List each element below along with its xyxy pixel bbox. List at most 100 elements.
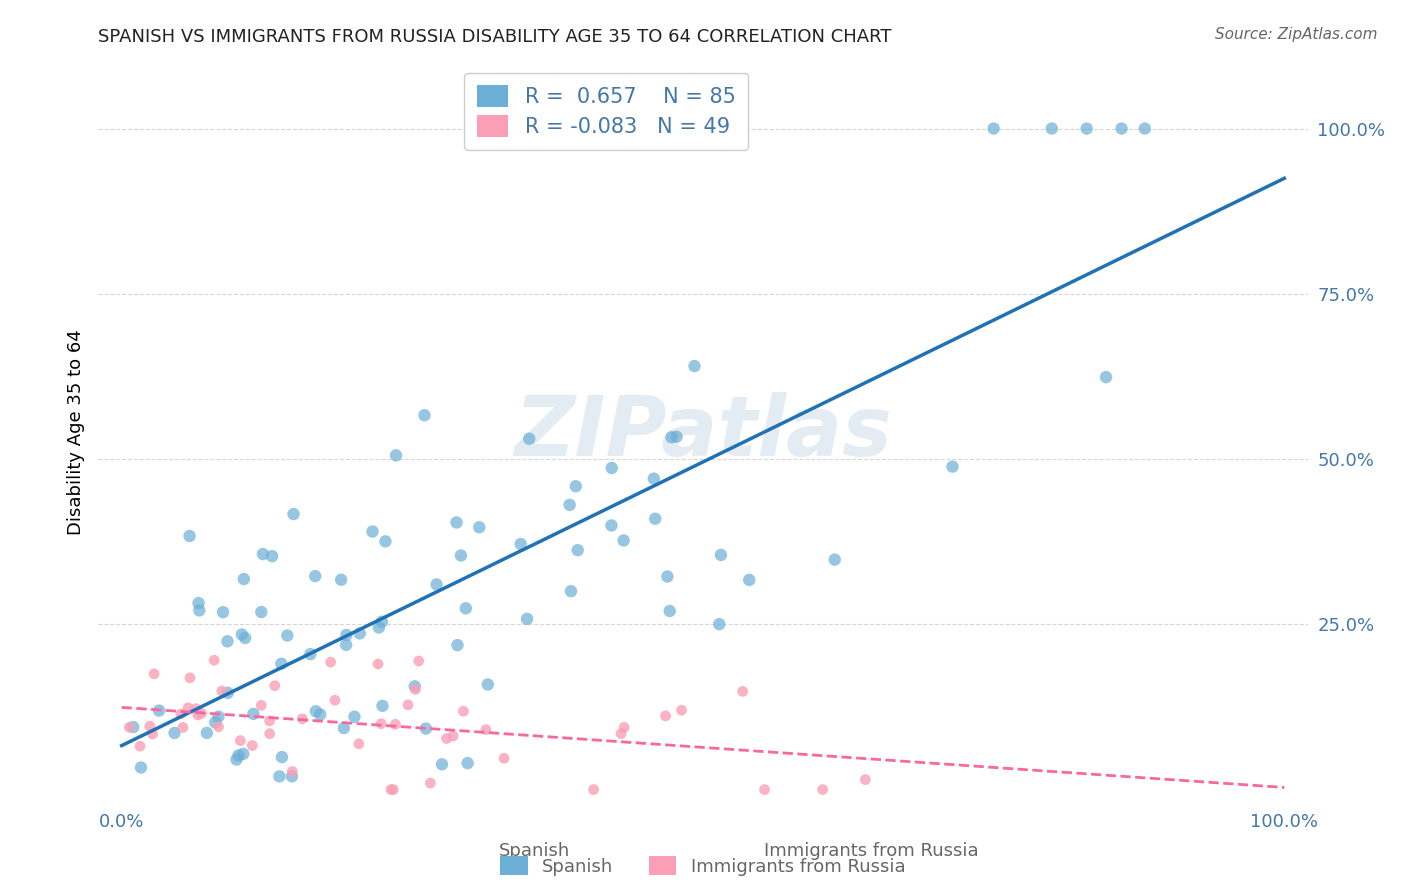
Spanish bbox=[567, 543, 589, 558]
Spanish bbox=[129, 760, 152, 774]
Immigrants from Russia bbox=[853, 772, 876, 787]
Spanish bbox=[122, 720, 145, 734]
Spanish bbox=[374, 534, 396, 549]
Spanish bbox=[665, 430, 688, 444]
Spanish bbox=[276, 628, 298, 642]
Immigrants from Russia bbox=[281, 764, 304, 779]
Immigrants from Russia bbox=[396, 698, 419, 712]
Spanish bbox=[281, 769, 304, 783]
Immigrants from Russia bbox=[211, 684, 233, 698]
Immigrants from Russia bbox=[754, 782, 776, 797]
Immigrants from Russia bbox=[187, 708, 209, 723]
Spanish bbox=[343, 710, 366, 724]
Immigrants from Russia bbox=[382, 782, 405, 797]
Immigrants from Russia bbox=[142, 727, 165, 741]
Spanish bbox=[738, 573, 761, 587]
Immigrants from Russia bbox=[384, 717, 406, 731]
Spanish bbox=[179, 529, 201, 543]
Immigrants from Russia bbox=[179, 671, 201, 685]
Spanish bbox=[271, 750, 294, 764]
Immigrants from Russia bbox=[731, 684, 754, 698]
Spanish bbox=[217, 634, 239, 648]
Spanish bbox=[643, 472, 665, 486]
Spanish bbox=[509, 537, 531, 551]
Spanish bbox=[262, 549, 284, 563]
Spanish bbox=[225, 752, 247, 766]
Y-axis label: Disability Age 35 to 64: Disability Age 35 to 64 bbox=[66, 330, 84, 535]
Spanish bbox=[232, 747, 254, 761]
Spanish bbox=[683, 359, 706, 373]
Spanish bbox=[454, 601, 477, 615]
Spanish bbox=[385, 448, 408, 462]
Spanish bbox=[450, 549, 472, 563]
Immigrants from Russia bbox=[202, 653, 225, 667]
Spanish bbox=[367, 621, 389, 635]
Spanish bbox=[446, 638, 468, 652]
Immigrants from Russia bbox=[229, 733, 252, 747]
Spanish bbox=[824, 552, 846, 566]
Spanish bbox=[204, 715, 226, 730]
Spanish bbox=[517, 432, 540, 446]
Spanish bbox=[335, 638, 357, 652]
Spanish bbox=[558, 498, 581, 512]
Spanish bbox=[252, 547, 274, 561]
Immigrants from Russia bbox=[143, 666, 166, 681]
Text: Immigrants from Russia: Immigrants from Russia bbox=[765, 842, 979, 860]
Spanish bbox=[413, 408, 436, 422]
Spanish bbox=[232, 572, 254, 586]
Spanish bbox=[242, 706, 264, 721]
Immigrants from Russia bbox=[263, 679, 285, 693]
Spanish bbox=[415, 722, 437, 736]
Immigrants from Russia bbox=[250, 698, 273, 713]
Immigrants from Russia bbox=[319, 655, 342, 669]
Immigrants from Russia bbox=[184, 701, 207, 715]
Immigrants from Russia bbox=[291, 712, 314, 726]
Spanish bbox=[426, 577, 449, 591]
Spanish bbox=[613, 533, 636, 548]
Immigrants from Russia bbox=[370, 716, 392, 731]
Spanish bbox=[187, 596, 209, 610]
Spanish bbox=[349, 626, 371, 640]
Spanish bbox=[600, 518, 623, 533]
Immigrants from Russia bbox=[494, 751, 516, 765]
Immigrants from Russia bbox=[404, 682, 426, 697]
Immigrants from Russia bbox=[190, 706, 212, 721]
Spanish bbox=[148, 704, 170, 718]
Immigrants from Russia bbox=[172, 721, 194, 735]
Spanish bbox=[657, 569, 679, 583]
Spanish bbox=[565, 479, 588, 493]
Immigrants from Russia bbox=[582, 782, 605, 797]
Spanish bbox=[231, 627, 253, 641]
Spanish bbox=[250, 605, 273, 619]
Immigrants from Russia bbox=[654, 709, 676, 723]
Spanish bbox=[330, 573, 353, 587]
Spanish bbox=[661, 430, 683, 444]
Immigrants from Russia bbox=[380, 782, 402, 797]
Spanish bbox=[600, 461, 623, 475]
Immigrants from Russia bbox=[436, 731, 458, 746]
Spanish bbox=[709, 617, 731, 632]
Spanish bbox=[710, 548, 733, 562]
Spanish bbox=[163, 726, 186, 740]
Spanish bbox=[217, 686, 239, 700]
Immigrants from Russia bbox=[177, 700, 200, 714]
Text: Spanish: Spanish bbox=[499, 842, 569, 860]
Spanish bbox=[658, 604, 681, 618]
Spanish bbox=[195, 726, 218, 740]
Spanish bbox=[299, 647, 322, 661]
Immigrants from Russia bbox=[347, 737, 370, 751]
Spanish bbox=[361, 524, 384, 539]
Spanish bbox=[335, 628, 357, 642]
Spanish bbox=[188, 603, 211, 617]
Immigrants from Russia bbox=[259, 727, 281, 741]
Immigrants from Russia bbox=[240, 739, 263, 753]
Immigrants from Russia bbox=[170, 706, 193, 721]
Immigrants from Russia bbox=[475, 723, 498, 737]
Spanish bbox=[1133, 121, 1156, 136]
Spanish bbox=[457, 756, 479, 770]
Immigrants from Russia bbox=[367, 657, 389, 671]
Immigrants from Russia bbox=[139, 719, 162, 733]
Spanish bbox=[1040, 121, 1063, 136]
Legend: Spanish, Immigrants from Russia: Spanish, Immigrants from Russia bbox=[494, 849, 912, 883]
Spanish bbox=[371, 698, 394, 713]
